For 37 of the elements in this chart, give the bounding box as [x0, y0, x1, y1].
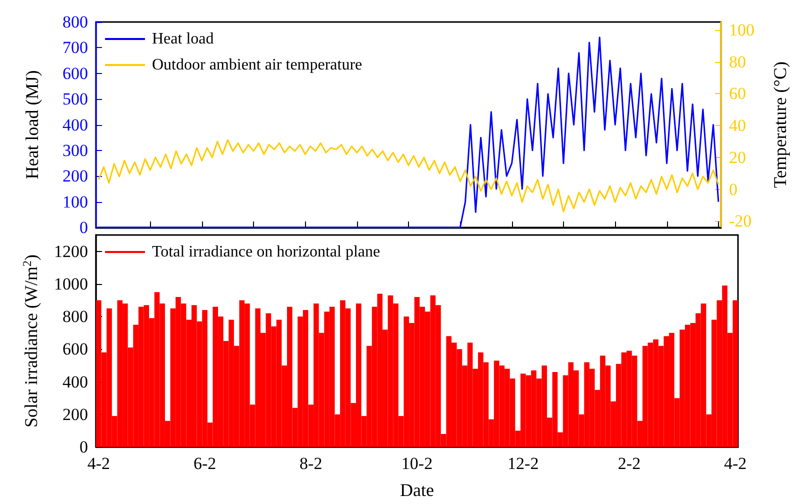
- y-tick-label: 1200: [54, 242, 88, 261]
- y-tick-label: 600: [62, 340, 88, 359]
- y2-tick-label: -20: [729, 212, 752, 231]
- y-tick-label: 200: [62, 166, 88, 186]
- y-tick-label: 1000: [54, 274, 88, 294]
- x-tick-label: 12-2: [508, 454, 539, 473]
- y-tick-label: 700: [62, 38, 88, 58]
- y-axis-title: Heat load (MJ): [22, 70, 42, 180]
- y2-tick-label: 20: [729, 148, 746, 167]
- y-tick-label: 200: [62, 404, 88, 424]
- y-tick-label: 800: [62, 12, 88, 32]
- y-tick-label: 400: [62, 115, 88, 134]
- y-tick-label: 500: [62, 90, 88, 109]
- x-tick-label: 6-2: [193, 454, 216, 473]
- y2-tick-label: 0: [729, 180, 738, 199]
- legend-label: Heat load: [152, 30, 214, 48]
- y-tick-label: 100: [62, 192, 88, 212]
- y2-tick-label: 80: [729, 52, 746, 72]
- x-tick-label: 2-2: [618, 454, 641, 473]
- y-tick-label: 600: [62, 64, 88, 83]
- x-tick-label: 10-2: [401, 454, 433, 473]
- y2-tick-label: 40: [729, 116, 746, 136]
- y-tick-label: 0: [80, 438, 88, 456]
- x-tick-label: 8-2: [300, 454, 322, 473]
- y-axis-title: Solar irradiance (W/m2): [20, 254, 41, 428]
- x-tick-label: 4-2: [724, 454, 747, 473]
- x-axis-title: Date: [400, 480, 434, 500]
- y-tick-label: 300: [62, 140, 88, 160]
- x-tick-label: 4-2: [87, 454, 110, 473]
- y2-tick-label: 60: [729, 84, 746, 104]
- legend-label: Total irradiance on horizontal plane: [152, 244, 380, 260]
- y2-axis-title: Temperature (°C): [770, 62, 790, 188]
- legend-label: Outdoor ambient air temperature: [152, 56, 362, 74]
- y-tick-label: 0: [80, 218, 88, 237]
- y-tick-label: 800: [62, 307, 88, 326]
- y2-tick-label: 100: [729, 20, 754, 40]
- y-tick-label: 400: [62, 372, 88, 392]
